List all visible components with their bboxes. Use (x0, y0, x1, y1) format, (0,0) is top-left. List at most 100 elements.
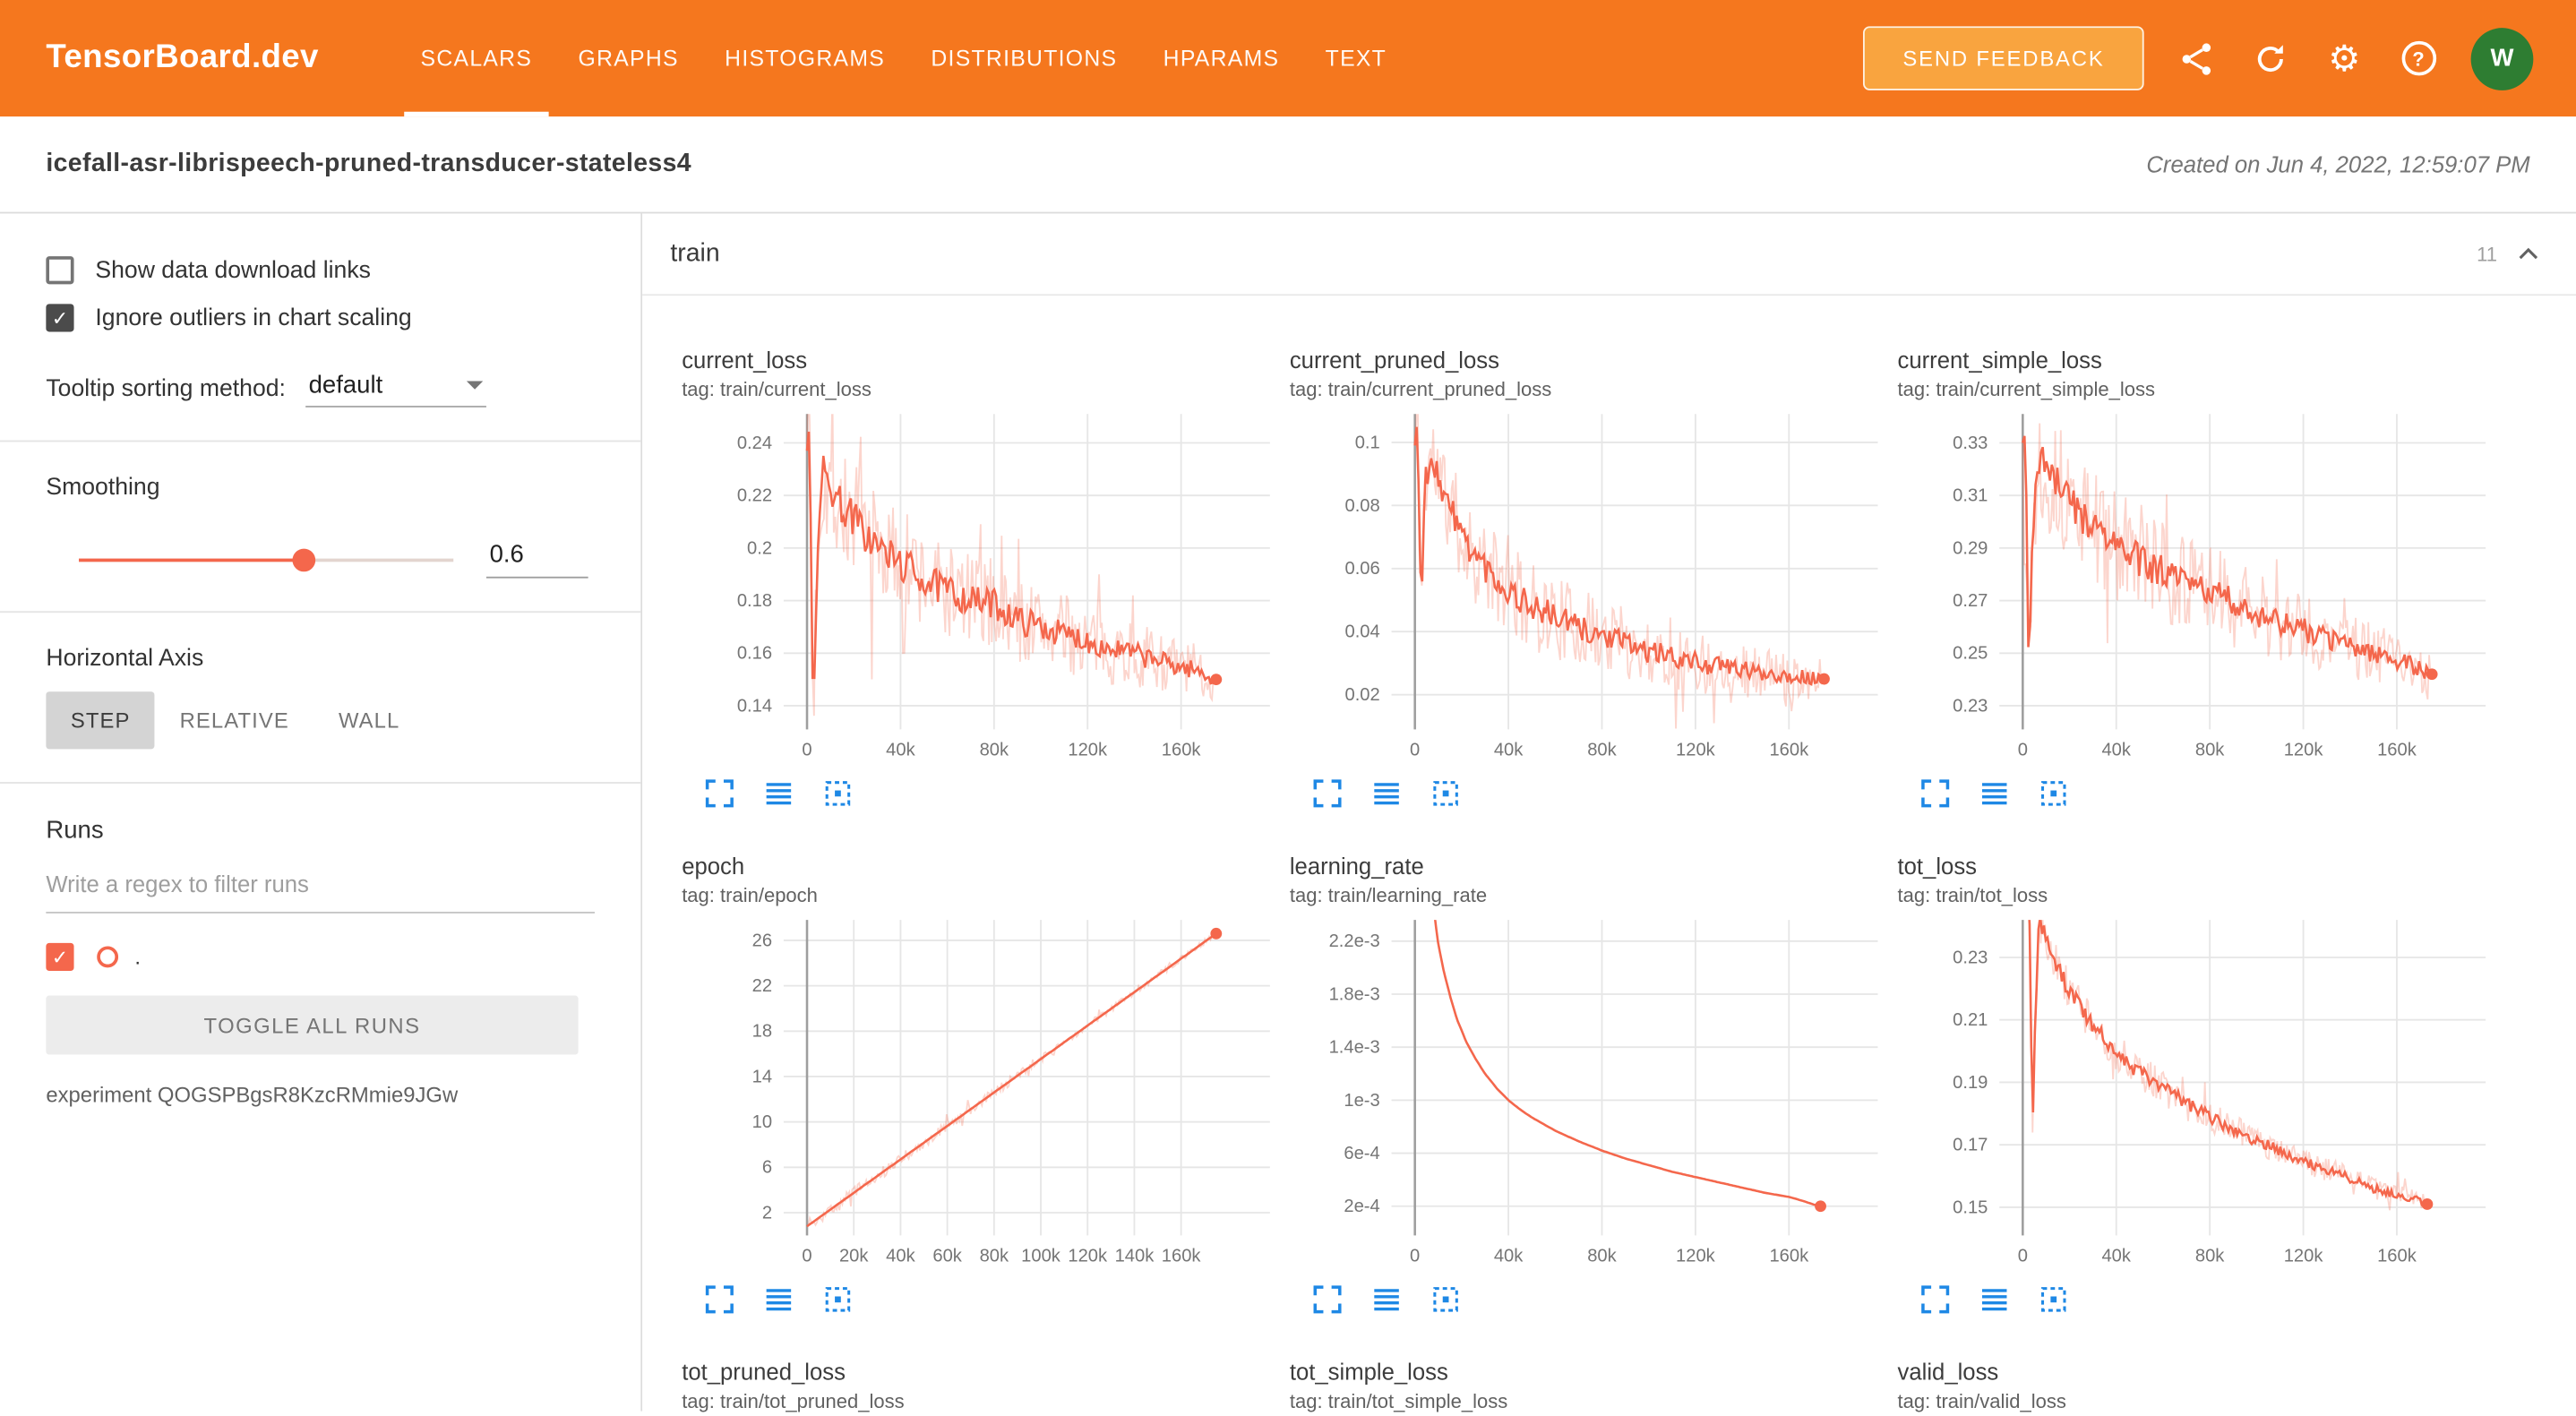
app-header: TensorBoard.dev SCALARS GRAPHS HISTOGRAMS D… (0, 0, 2576, 117)
share-icon[interactable] (2175, 37, 2218, 80)
chart-plot-current_loss: 0.14 0.16 0.18 0.2 0.22 0.24 0 40k 80k 120k 160k (682, 408, 1290, 774)
train-section-header[interactable]: train 11 (642, 213, 2576, 296)
tooltip-sorting-dropdown[interactable]: default (305, 372, 486, 408)
svg-text:0: 0 (802, 741, 811, 760)
fullscreen-icon[interactable] (1919, 1283, 1952, 1317)
data-lines-icon[interactable] (762, 777, 795, 811)
data-lines-icon[interactable] (1978, 1283, 2011, 1317)
chart-title: learning_rate (1289, 852, 1424, 880)
chart-plot-learning_rate: 2e-4 6e-4 1e-3 1.4e-3 1.8e-3 2.2e-3 0 40k 80k 120… (1290, 914, 1898, 1280)
settings-icon[interactable]: ⚙ (2328, 37, 2361, 79)
svg-text:120k: 120k (1676, 741, 1716, 760)
svg-text:0.22: 0.22 (737, 486, 772, 506)
chevron-down-icon (466, 381, 484, 390)
smoothing-value-input[interactable]: 0.6 (485, 540, 588, 579)
fit-domain-icon[interactable] (2037, 777, 2070, 811)
run-checkbox[interactable] (46, 942, 74, 972)
horizontal-axis-label: Horizontal Axis (46, 645, 204, 673)
axis-button-relative[interactable]: RELATIVE (179, 708, 289, 734)
chart-title: tot_pruned_loss (682, 1358, 846, 1386)
svg-text:0.18: 0.18 (737, 591, 772, 611)
chart-card-current_pruned_loss: current_pruned_loss tag: train/current_pr… (1290, 315, 1898, 810)
fit-domain-icon[interactable] (821, 777, 854, 811)
chart-title: tot_loss (1897, 852, 1978, 880)
toggle-all-runs-button[interactable]: TOGGLE ALL RUNS (46, 995, 579, 1055)
svg-text:40k: 40k (1494, 1247, 1524, 1266)
svg-text:0.14: 0.14 (737, 696, 772, 716)
experiment-title: icefall-asr-librispeech-pruned-transduce… (46, 149, 691, 178)
svg-text:60k: 60k (932, 1247, 962, 1266)
tab-histograms[interactable]: HISTOGRAMS (725, 46, 886, 71)
svg-text:40k: 40k (886, 741, 915, 760)
divider (0, 611, 641, 614)
svg-text:6: 6 (762, 1158, 772, 1178)
svg-text:0.21: 0.21 (1953, 1010, 1988, 1030)
svg-text:0.04: 0.04 (1344, 622, 1379, 642)
svg-text:0.23: 0.23 (1953, 948, 1988, 967)
svg-text:160k: 160k (1162, 741, 1202, 760)
chart-toolbar (1290, 1283, 1898, 1317)
chart-card-current_simple_loss: current_simple_loss tag: train/current_si… (1898, 315, 2506, 810)
fit-domain-icon[interactable] (1430, 1283, 1463, 1317)
help-icon[interactable]: ? (2397, 37, 2440, 80)
ignore-outliers-row: Ignore outliers in chart scaling (46, 304, 595, 332)
tab-scalars[interactable]: SCALARS (398, 0, 555, 117)
fullscreen-icon[interactable] (1919, 777, 1952, 811)
svg-text:0.29: 0.29 (1953, 538, 1988, 558)
svg-text:0.25: 0.25 (1953, 644, 1988, 664)
tab-distributions[interactable]: DISTRIBUTIONS (931, 46, 1118, 71)
runs-filter-input[interactable] (46, 857, 595, 914)
fullscreen-icon[interactable] (703, 777, 736, 811)
smoothing-label: Smoothing (46, 475, 160, 502)
svg-text:40k: 40k (1494, 741, 1524, 760)
chart-tag: tag: train/epoch (682, 883, 818, 907)
run-row: . (46, 942, 595, 972)
fit-domain-icon[interactable] (1430, 777, 1463, 811)
tooltip-sorting-row: Tooltip sorting method: default (46, 372, 595, 408)
svg-text:2e-4: 2e-4 (1344, 1197, 1379, 1216)
data-lines-icon[interactable] (1978, 777, 2011, 811)
show-download-checkbox[interactable] (46, 256, 74, 285)
chevron-up-icon[interactable] (2511, 236, 2546, 271)
ignore-outliers-checkbox[interactable] (46, 304, 74, 332)
send-feedback-button[interactable]: SEND FEEDBACK (1863, 26, 2144, 90)
run-name: . (134, 944, 142, 970)
experiment-id: experiment QOGSPBgsR8KzcRMmie9JGw (46, 1082, 459, 1108)
smoothing-slider-thumb[interactable] (292, 547, 315, 571)
ignore-outliers-label: Ignore outliers in chart scaling (95, 305, 412, 331)
svg-text:2: 2 (762, 1203, 772, 1223)
smoothing-slider[interactable] (79, 547, 454, 571)
fullscreen-icon[interactable] (1311, 1283, 1344, 1317)
svg-text:120k: 120k (2284, 1247, 2324, 1266)
chart-tag: tag: train/valid_loss (1897, 1389, 2066, 1413)
data-lines-icon[interactable] (1370, 777, 1404, 811)
fullscreen-icon[interactable] (703, 1283, 736, 1317)
svg-text:10: 10 (752, 1112, 772, 1132)
svg-text:0.08: 0.08 (1344, 496, 1379, 516)
chart-card-current_loss: current_loss tag: train/current_loss 0.14 0… (682, 315, 1290, 810)
svg-text:80k: 80k (2195, 741, 2225, 760)
data-lines-icon[interactable] (1370, 1283, 1404, 1317)
axis-button-step[interactable]: STEP (46, 691, 156, 750)
avatar[interactable]: W (2470, 27, 2534, 90)
svg-text:40k: 40k (886, 1247, 915, 1266)
svg-text:20k: 20k (839, 1247, 869, 1266)
tab-graphs[interactable]: GRAPHS (578, 46, 679, 71)
svg-text:160k: 160k (1769, 1247, 1809, 1266)
data-lines-icon[interactable] (762, 1283, 795, 1317)
fit-domain-icon[interactable] (2037, 1283, 2070, 1317)
fullscreen-icon[interactable] (1311, 777, 1344, 811)
chart-tag: tag: train/current_simple_loss (1897, 377, 2156, 401)
chart-toolbar (682, 1283, 1290, 1317)
axis-button-wall[interactable]: WALL (338, 708, 400, 734)
chart-title: valid_loss (1897, 1358, 1999, 1386)
svg-text:6e-4: 6e-4 (1344, 1144, 1379, 1163)
charts-grid: current_loss tag: train/current_loss 0.14 0… (642, 296, 2576, 1416)
fit-domain-icon[interactable] (821, 1283, 854, 1317)
tab-hparams[interactable]: HPARAMS (1163, 46, 1280, 71)
tab-text[interactable]: TEXT (1325, 46, 1387, 71)
svg-text:26: 26 (752, 931, 772, 950)
chart-title: current_pruned_loss (1289, 347, 1499, 373)
svg-text:80k: 80k (1587, 741, 1617, 760)
refresh-icon[interactable] (2249, 37, 2292, 80)
